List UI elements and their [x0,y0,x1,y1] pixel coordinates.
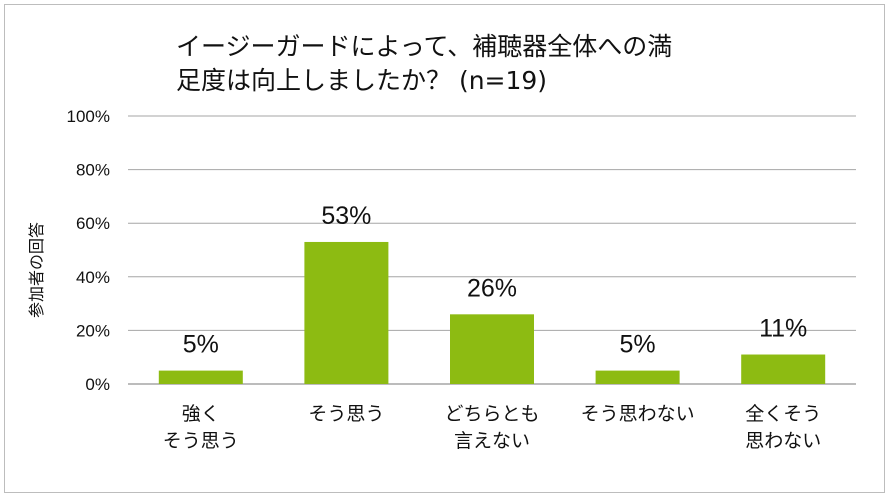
chart-title-line-2: 足度は向上しましたか？ (n=19) [176,66,548,95]
x-category-label-line: 強く [182,403,220,425]
x-category-label-line: どちらとも [444,403,539,425]
x-category-label-line: 全くそう [745,403,821,425]
data-label: 5% [183,331,219,359]
x-category-label-line: 言えない [454,430,530,452]
data-label: 26% [467,274,517,302]
bar [158,370,243,384]
x-category-label: 全くそう思わない [745,403,821,452]
y-tick-labels: 0% 20% 40% 60% 80% 100% [67,107,110,394]
chart-title-line-1: イージーガードによって、補聴器全体への満 [176,32,673,61]
y-tick-label: 20% [76,321,110,340]
data-labels: 5% 53% 26% 5% 11% [183,202,808,359]
x-category-label: 強くそう思う [163,403,239,452]
x-category-label-line: そう思う [308,403,384,425]
y-tick-label: 40% [76,268,110,287]
x-category-label-line: そう思わない [581,403,695,425]
bar [595,370,680,384]
bar [741,354,826,384]
chart-frame [4,4,885,493]
x-category-label-line: そう思う [163,430,239,452]
y-tick-label: 80% [76,161,110,180]
y-tick-label: 100% [67,107,110,126]
data-label: 53% [321,202,371,230]
bars [158,241,826,384]
x-category-label: どちらとも言えない [444,403,539,452]
y-tick-label: 0% [85,375,110,394]
x-category-label-line: 思わない [745,430,821,452]
bar [304,241,389,384]
y-tick-label: 60% [76,214,110,233]
x-category-label: そう思う [308,403,384,425]
y-axis-label: 参加者の回答 [27,222,46,318]
bar [450,314,534,384]
data-label: 11% [759,315,807,343]
x-category-label: そう思わない [581,403,695,425]
chart-title: イージーガードによって、補聴器全体への満 足度は向上しましたか？ (n=19) [176,30,816,98]
data-label: 5% [620,331,656,359]
